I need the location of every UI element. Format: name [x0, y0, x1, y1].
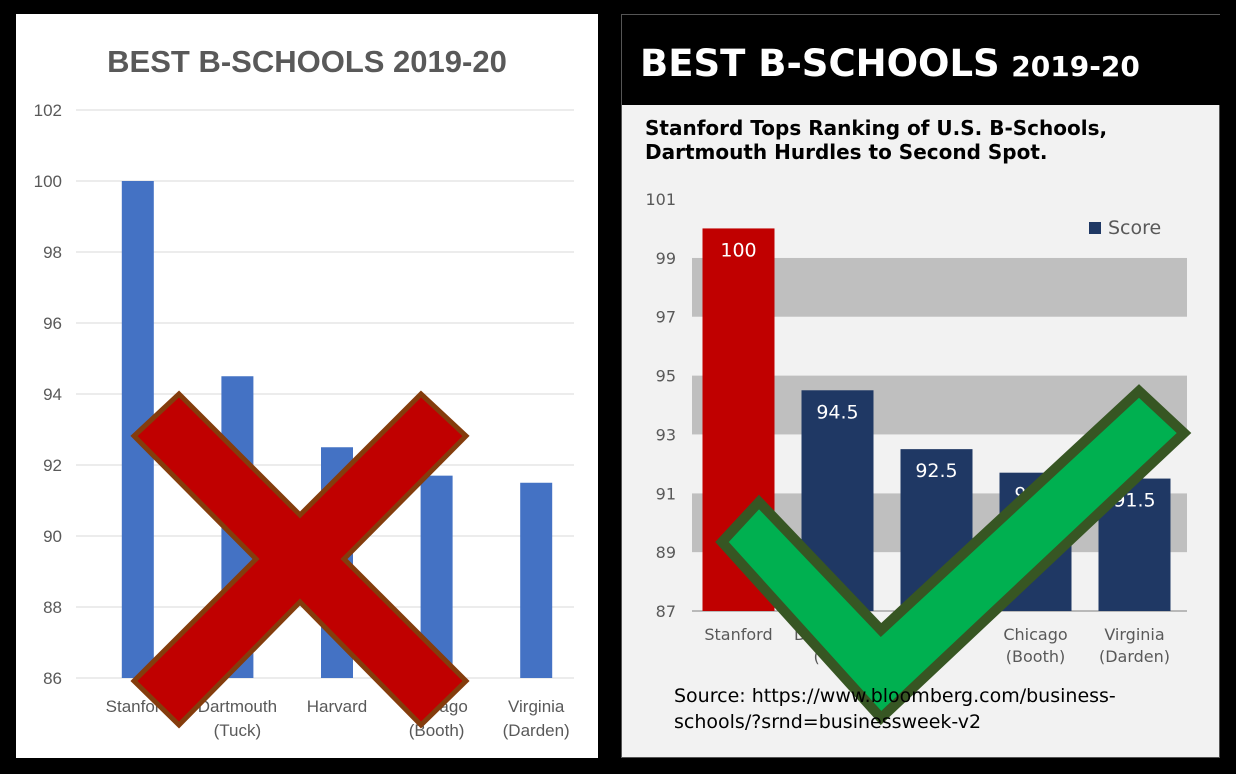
right-chart-panel: BEST B-SCHOOLS 2019-20 Stanford Tops Ran… [621, 14, 1221, 758]
bar [520, 482, 553, 678]
legend: Score [1089, 217, 1161, 239]
y-tick-label: 88 [43, 598, 62, 617]
y-tick-label: 100 [34, 172, 62, 191]
check-mark-icon [715, 384, 1192, 726]
x-tick-label: Virginia [1104, 625, 1164, 644]
x-tick-label: (Tuck) [214, 721, 262, 740]
data-label: 92.5 [915, 460, 957, 482]
banner-title: BEST B-SCHOOLS [640, 42, 1000, 85]
x-tick-label: Chicago [1003, 625, 1067, 644]
left-chart-panel: BEST B-SCHOOLS 2019-20 86 88 90 92 94 96 98 100… [16, 14, 598, 758]
y-tick-label: 98 [43, 243, 62, 262]
y-tick-label: 101 [645, 190, 676, 209]
data-label: 100 [720, 239, 756, 261]
y-tick-label: 89 [656, 543, 676, 562]
y-tick-label: 95 [656, 367, 676, 386]
title-banner [622, 15, 1221, 105]
y-tick-label: 94 [43, 385, 62, 404]
x-tick-label: Harvard [307, 697, 367, 716]
y-tick-label: 87 [656, 602, 676, 621]
x-tick-label: Stanford [704, 625, 772, 644]
data-label: 94.5 [816, 401, 858, 423]
left-chart: BEST B-SCHOOLS 2019-20 86 88 90 92 94 96 98 100… [34, 44, 574, 740]
svg-text:BEST B-SCHOOLS 2019-20: BEST B-SCHOOLS 2019-20 [640, 42, 1140, 85]
y-tick-label: 102 [34, 101, 62, 120]
y-tick-label: 91 [656, 484, 676, 503]
x-tick-label: Virginia [508, 697, 565, 716]
y-tick-label: 97 [656, 308, 676, 327]
chart-subtitle-line2: Dartmouth Hurdles to Second Spot. [645, 140, 1048, 164]
y-tick-label: 99 [656, 249, 676, 268]
y-tick-label: 90 [43, 527, 62, 546]
x-tick-label: (Darden) [503, 721, 570, 740]
legend-label: Score [1108, 217, 1161, 239]
x-tick-label: Dartmouth [198, 697, 277, 716]
y-tick-label: 93 [656, 425, 676, 444]
x-tick-label: (Booth) [1006, 647, 1065, 666]
legend-swatch [1089, 222, 1101, 234]
source-note: Source: https://www.bloomberg.com/busine… [674, 685, 1116, 733]
y-tick-label: 96 [43, 314, 62, 333]
y-tick-label: 86 [43, 669, 62, 688]
y-tick-label: 92 [43, 456, 62, 475]
banner-year: 2019-20 [1011, 50, 1140, 83]
x-tick-label: (Darden) [1099, 647, 1170, 666]
x-mark-icon [130, 390, 470, 729]
right-chart: BEST B-SCHOOLS 2019-20 Stanford Tops Ran… [622, 15, 1221, 726]
chart-subtitle-line1: Stanford Tops Ranking of U.S. B-Schools, [645, 116, 1107, 140]
left-chart-title: BEST B-SCHOOLS 2019-20 [107, 44, 507, 79]
